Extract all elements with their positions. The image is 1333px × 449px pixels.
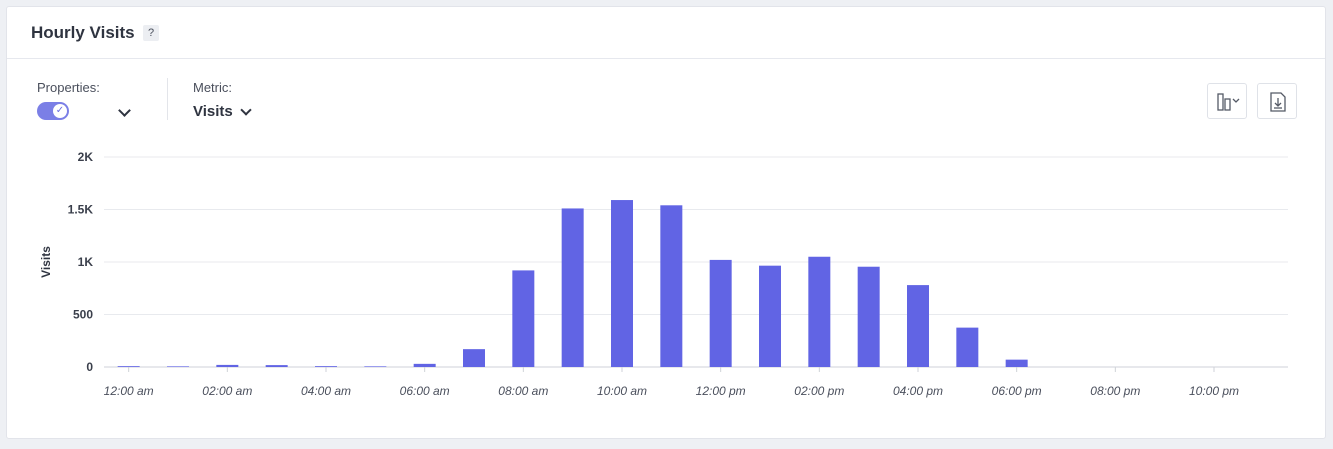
y-axis-ticks: 0 500 1K 1.5K 2K [68,150,94,374]
y-tick-label: 2K [78,150,94,164]
bar[interactable] [709,259,732,367]
bar[interactable] [167,366,189,367]
help-icon[interactable]: ? [143,25,159,41]
x-tick-label: 12:00 am [104,384,154,398]
x-tick-label: 10:00 am [597,384,647,398]
x-tick-label: 06:00 pm [992,384,1042,398]
x-tick-label: 08:00 am [498,384,548,398]
bar[interactable] [956,327,979,367]
properties-toggle[interactable]: ✓ [37,102,69,120]
bar[interactable] [364,366,387,367]
controls-divider [167,78,168,120]
bar[interactable] [413,363,436,367]
bar[interactable] [611,200,633,367]
bar[interactable] [808,256,831,367]
x-tick-label: 12:00 pm [696,384,746,398]
metric-label: Metric: [193,80,232,95]
y-tick-label: 1K [78,255,94,269]
card-title: Hourly Visits [31,23,135,42]
bar[interactable] [315,366,337,367]
x-tick-label: 04:00 am [301,384,351,398]
x-tick-label: 02:00 pm [794,384,844,398]
bar[interactable] [907,285,929,367]
chart-bars [117,200,1028,367]
y-tick-label: 0 [86,360,93,374]
properties-label: Properties: [37,80,100,95]
y-tick-label: 1.5K [68,203,94,217]
x-tick-label: 10:00 pm [1189,384,1239,398]
bar[interactable] [117,366,140,367]
bar[interactable] [857,266,880,367]
metric-select[interactable]: Visits [193,103,233,120]
bar[interactable] [463,349,485,367]
y-tick-label: 500 [73,308,93,322]
export-button[interactable] [1257,83,1297,119]
y-axis-label: Visits [39,246,53,278]
x-tick-label: 02:00 am [202,384,252,398]
x-tick-label: 04:00 pm [893,384,943,398]
chart-type-button[interactable] [1207,83,1247,119]
check-icon: ✓ [53,104,67,118]
bar[interactable] [265,365,288,367]
bar[interactable] [512,270,535,367]
bar[interactable] [1005,359,1028,367]
bar[interactable] [561,208,584,367]
chart-grid [104,156,1288,368]
card-header: Hourly Visits ? [7,7,1325,59]
x-tick-label: 06:00 am [400,384,450,398]
bar[interactable] [759,265,781,367]
bar[interactable] [216,364,239,367]
bar-chart-icon [1217,93,1240,111]
x-axis-ticks: 12:00 am 02:00 am 04:00 am 06:00 am 08:00 am… [104,367,1239,398]
x-tick-label: 08:00 pm [1090,384,1140,398]
download-file-icon [1270,92,1286,112]
bar[interactable] [660,205,683,367]
